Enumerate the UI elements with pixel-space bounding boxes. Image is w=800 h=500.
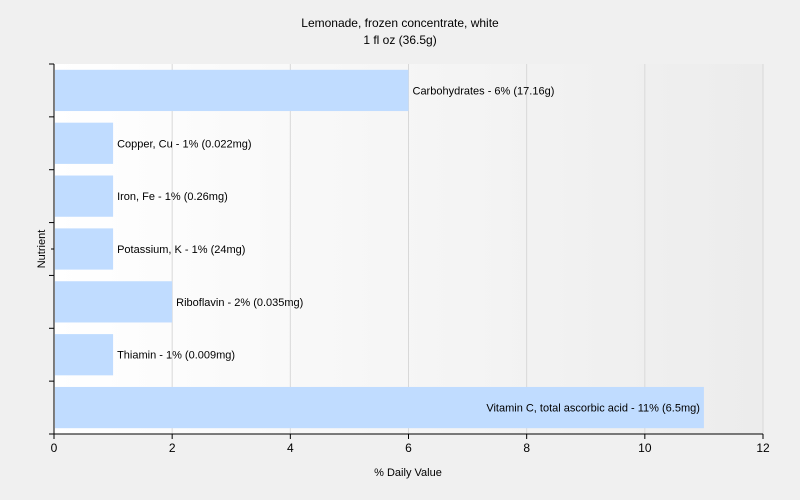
bar-label: Thiamin - 1% (0.009mg) xyxy=(117,350,235,362)
chart-title: Lemonade, frozen concentrate, white xyxy=(301,16,499,30)
y-axis-title: Nutrient xyxy=(36,230,48,269)
bar xyxy=(55,228,114,270)
bar-label: Potassium, K - 1% (24mg) xyxy=(117,244,245,256)
bar xyxy=(55,175,114,217)
x-axis-title: % Daily Value xyxy=(374,467,442,479)
x-axis-ticks: 0 2 4 6 8 10 12 xyxy=(51,434,770,455)
bar xyxy=(55,281,173,323)
bar-label: Iron, Fe - 1% (0.26mg) xyxy=(117,191,228,203)
bar xyxy=(55,69,409,112)
chart-subtitle: 1 fl oz (36.5g) xyxy=(363,33,436,47)
x-tick-label: 8 xyxy=(523,441,530,455)
x-tick-label: 6 xyxy=(405,441,412,455)
bar-label: Copper, Cu - 1% (0.022mg) xyxy=(117,138,252,150)
bar xyxy=(55,122,114,164)
x-tick-label: 12 xyxy=(756,441,770,455)
x-tick-label: 0 xyxy=(51,441,58,455)
x-tick-label: 4 xyxy=(287,441,294,455)
x-tick-label: 10 xyxy=(638,441,652,455)
bar xyxy=(55,334,114,376)
bar-label: Vitamin C, total ascorbic acid - 11% (6.… xyxy=(486,403,700,415)
grid-lines xyxy=(171,64,764,434)
bars-group xyxy=(55,69,704,429)
bar xyxy=(55,386,704,429)
bar-label: Carbohydrates - 6% (17.16g) xyxy=(413,85,555,97)
bar-label: Riboflavin - 2% (0.035mg) xyxy=(176,297,303,309)
x-tick-label: 2 xyxy=(169,441,176,455)
y-axis-ticks xyxy=(49,63,54,435)
bar-labels-group: Carbohydrates - 6% (17.16g) Copper, Cu - … xyxy=(117,85,700,414)
